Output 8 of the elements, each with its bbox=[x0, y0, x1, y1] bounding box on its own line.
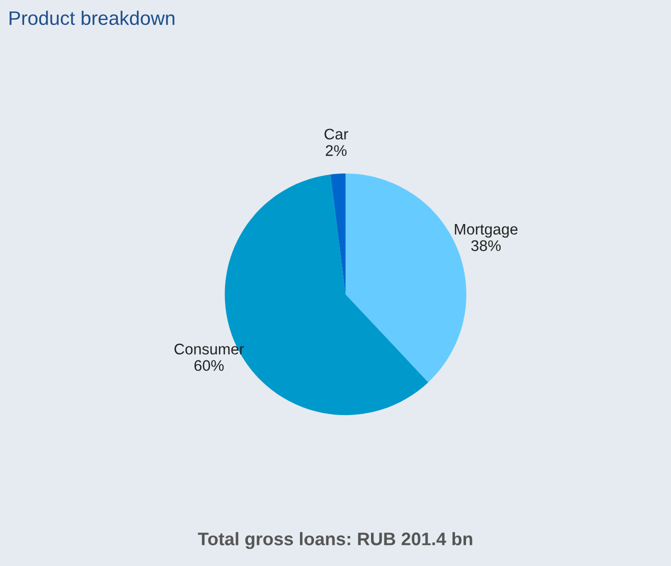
data-label: 38% bbox=[471, 240, 501, 252]
slice-label: Car bbox=[324, 128, 348, 140]
slice-label: Mortgage bbox=[454, 224, 518, 238]
chart-title: Product breakdown bbox=[10, 10, 174, 26]
data-label: 60% bbox=[194, 360, 224, 371]
text: Total gross loans: RUB 201.4 bn bbox=[198, 532, 472, 549]
data-label: 2% bbox=[326, 145, 347, 156]
pie-slice bbox=[330, 174, 346, 294]
